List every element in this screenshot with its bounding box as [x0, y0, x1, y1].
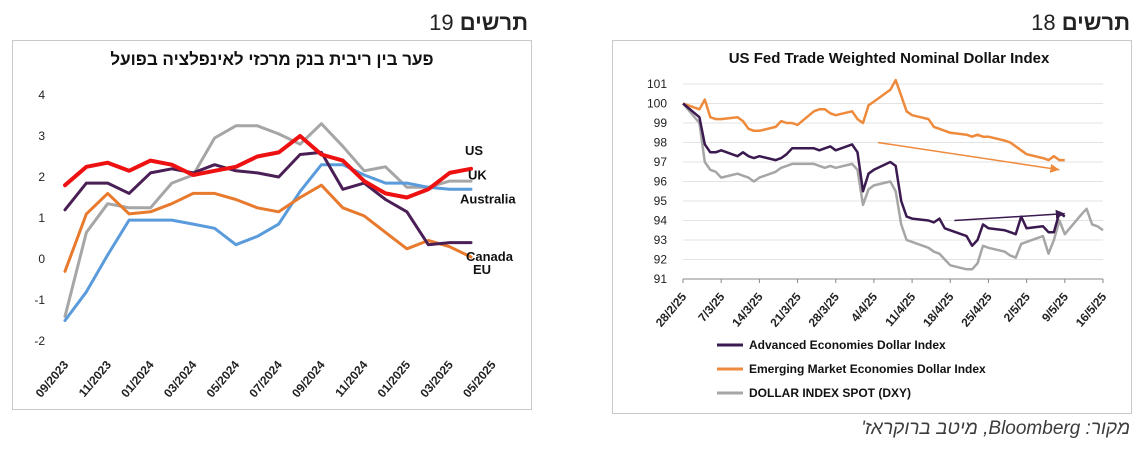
- source-note: מקור: Bloomberg, מיטב ברוקראז': [861, 418, 1130, 439]
- trend-arrow-advanced: [954, 209, 1065, 222]
- chart-title: US Fed Trade Weighted Nominal Dollar Ind…: [729, 50, 1050, 67]
- y-tick-label: -1: [34, 293, 45, 307]
- x-tick-label: 03/2025: [417, 358, 456, 400]
- y-tick-label: 93: [654, 233, 668, 247]
- x-tick-label: 07/2024: [246, 358, 285, 400]
- chart-title: פער בין ריבית בנק מרכזי לאינפלציה בפועל: [110, 50, 433, 69]
- y-tick-label: 99: [654, 116, 668, 130]
- y-tick-label: 1: [38, 211, 45, 225]
- x-tick-label: 03/2024: [161, 358, 200, 400]
- x-tick-label: 9/5/25: [1039, 290, 1071, 325]
- x-tick-label: 28/2/25: [653, 290, 690, 330]
- x-tick-label: 01/2025: [375, 358, 414, 400]
- x-tick-label: 21/3/25: [767, 290, 804, 330]
- x-tick-label: 01/2024: [118, 358, 157, 400]
- y-tick-label: 2: [38, 170, 45, 184]
- policy-gap-chart: פער בין ריבית בנק מרכזי לאינפלציה בפועל -…: [33, 50, 517, 400]
- figure-19-number: 19: [429, 10, 454, 35]
- figure-18-number: 18: [1031, 10, 1056, 35]
- series-line-emerging-market-economies-dollar-index: [682, 78, 1065, 162]
- series-label-uk: UK: [468, 167, 487, 182]
- y-tick-label: 97: [654, 155, 668, 169]
- dollar-index-chart: US Fed Trade Weighted Nominal Dollar Ind…: [647, 50, 1110, 400]
- trend-arrow-emerging: [877, 141, 1060, 173]
- figure-18-word: תרשים: [1061, 10, 1130, 35]
- x-tick-label: 28/3/25: [806, 290, 843, 330]
- x-tick-label: 11/2023: [76, 358, 114, 400]
- y-tick-label: 3: [38, 129, 45, 143]
- series-line-uk: [63, 150, 473, 247]
- policy-gap-chart-panel: פער בין ריבית בנק מרכזי לאינפלציה בפועל -…: [12, 40, 532, 410]
- y-tick-label: 100: [647, 97, 667, 111]
- x-tick-label: 11/4/25: [882, 290, 918, 329]
- y-tick-label: 94: [654, 214, 668, 228]
- y-tick-label: 0: [38, 252, 45, 266]
- y-tick-label: 98: [654, 136, 668, 150]
- y-tick-label: 4: [38, 88, 45, 102]
- x-tick-label: 7/3/25: [695, 290, 727, 325]
- legend-label-advanced-economies-dollar-index: Advanced Economies Dollar Index: [749, 338, 946, 352]
- series-line-advanced-economies-dollar-index: [682, 102, 1066, 248]
- x-tick-label: 05/2024: [204, 358, 243, 400]
- x-tick-label: 05/2025: [460, 358, 499, 400]
- x-tick-label: 11/2024: [332, 358, 370, 400]
- series-line-us: [63, 134, 473, 200]
- legend-label-emerging-market-economies-dollar-index: Emerging Market Economies Dollar Index: [749, 362, 986, 376]
- series-line-australia: [63, 163, 473, 322]
- series-label-eu: EU: [473, 262, 491, 277]
- y-tick-label: 91: [654, 272, 668, 286]
- y-tick-label: -2: [34, 334, 45, 348]
- figure-19-title: 19 תרשים: [429, 10, 528, 36]
- series-label-canada: Canada: [466, 249, 514, 264]
- x-tick-label: 16/5/25: [1073, 290, 1110, 330]
- x-tick-label: 18/4/25: [920, 290, 957, 330]
- series-label-us: US: [465, 143, 483, 158]
- y-tick-label: 92: [654, 253, 668, 267]
- figure-18-title: 18 תרשים: [1031, 10, 1130, 36]
- x-tick-label: 2/5/25: [1001, 290, 1033, 325]
- x-tick-label: 09/2024: [289, 358, 328, 400]
- series-line-dollar-index-spot-dxy: [682, 102, 1104, 271]
- y-tick-label: 95: [654, 194, 668, 208]
- x-tick-label: 09/2023: [33, 358, 72, 400]
- dollar-index-chart-panel: US Fed Trade Weighted Nominal Dollar Ind…: [612, 40, 1132, 414]
- series-line-canada: [63, 183, 473, 273]
- series-label-australia: Australia: [460, 191, 516, 206]
- x-tick-label: 14/3/25: [729, 290, 766, 330]
- legend-label-dollar-index-spot-dxy: DOLLAR INDEX SPOT (DXY): [749, 386, 911, 400]
- x-tick-label: 4/4/25: [848, 290, 880, 325]
- y-tick-label: 96: [654, 175, 668, 189]
- figure-19-word: תרשים: [459, 10, 528, 35]
- y-tick-label: 101: [647, 77, 667, 91]
- x-tick-label: 25/4/25: [958, 290, 995, 330]
